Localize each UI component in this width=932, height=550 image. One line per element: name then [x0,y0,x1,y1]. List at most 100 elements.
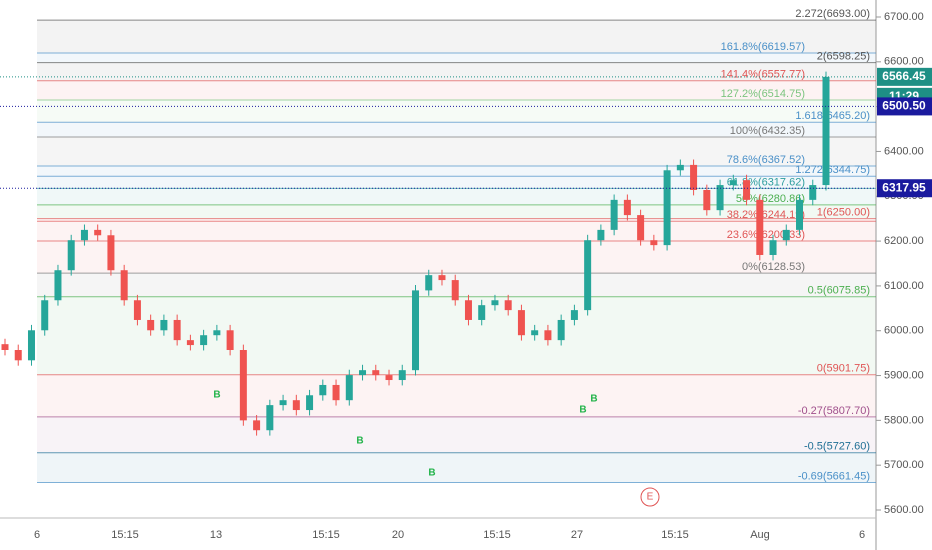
x-tick-label: 27 [571,529,583,541]
y-tick-label: 6700.00 [884,11,924,23]
candle-body [584,240,592,311]
price-tag-label: 6500.50 [882,99,926,113]
fib-label: 100%(6432.35) [730,125,805,137]
signal-label: B [428,468,435,479]
candle-body [147,319,155,331]
fib-bands [37,20,876,483]
candle-body [531,330,539,336]
x-tick-label: 6 [34,529,40,541]
candle-body [94,229,102,236]
price-tag [877,67,932,86]
fib-band [37,80,876,101]
candle-body [160,319,168,331]
candle-body [54,270,62,301]
candle-body [14,349,22,361]
fib-label: 50%(6280.86) [736,193,805,205]
fib-band [37,100,876,123]
candle-body [80,229,88,241]
candle-body [239,349,247,421]
fib-band [37,20,876,54]
candle-body [504,300,512,311]
fib-band [37,218,876,222]
fib-band [37,296,876,375]
fib-label: 2(6598.25) [817,51,870,63]
x-tick-label: 6 [859,529,865,541]
x-tick-label: 15:15 [483,529,511,541]
event-label: E [647,492,654,503]
candle-body [120,270,128,301]
candle-body [557,319,565,341]
y-tick-label: 6000.00 [884,325,924,337]
signal-label: B [590,394,597,405]
x-tick-label: 15:15 [312,529,340,541]
candle-body [319,384,327,396]
price-tag-label: 6566.45 [882,69,926,83]
fib-band [37,374,876,417]
y-tick-label: 5900.00 [884,369,924,381]
candle-body [173,319,181,341]
candle-body [213,330,221,336]
candle-body [372,370,380,376]
candle-body [200,335,208,346]
candle-body [623,199,631,216]
candle-body [67,240,75,271]
candle-body [822,76,830,186]
fib-band [37,53,876,63]
fib-label: 61.8%(6317.62) [727,176,805,188]
candle-body [359,370,367,376]
y-tick-label: 6200.00 [884,235,924,247]
fib-label: 1.272(6344.75) [795,164,870,176]
candle-body [517,310,525,336]
signal-label: B [213,390,220,401]
candle-body [332,384,340,401]
price-tag-label: 6317.95 [882,180,926,194]
event-marker [640,487,660,507]
fib-label: 1(6250.00) [817,207,870,219]
candle-body [279,400,287,406]
x-tick-label: 20 [392,529,404,541]
candle-body [809,185,817,200]
y-tick-label: 5800.00 [884,414,924,426]
candle-body [186,340,194,346]
candle-body [451,280,459,301]
fib-label: 0.5(6075.85) [808,285,870,297]
candle-body [292,400,300,411]
candle-body [769,240,777,255]
x-tick-label: 15:15 [111,529,139,541]
signal-label: B [579,405,586,416]
fib-band [37,166,876,177]
candle-body [703,189,711,211]
fib-band [37,416,876,453]
y-tick-label: 5700.00 [884,459,924,471]
x-tick-label: 13 [210,529,222,541]
candle-body [610,199,618,230]
fib-label: 141.4%(6557.77) [721,69,805,81]
fib-label: -0.5(5727.60) [804,441,870,453]
y-tick-label: 5600.00 [884,504,924,516]
fib-band [37,62,876,81]
fib-label: 161.8%(6619.57) [721,41,805,53]
candle-body [690,164,698,190]
candle-body [226,330,234,350]
candle-body [491,300,499,306]
candle-body [650,240,658,246]
candle-body [782,229,790,241]
candle-body [306,395,314,411]
candle-body [676,164,684,171]
candle-body [796,199,804,230]
candle-body [266,405,274,431]
fib-label: 127.2%(6514.75) [721,88,805,100]
fib-label: -0.69(5661.45) [798,470,870,482]
candle-body [544,330,552,341]
candle-body [438,275,446,281]
fib-band [37,240,876,274]
candle-body [729,180,737,186]
candle-body [464,300,472,320]
candle-body [27,330,35,361]
signal-label: B [356,436,363,447]
fib-band [37,452,876,483]
y-tick-label: 6600.00 [884,56,924,68]
candle-body [597,229,605,241]
